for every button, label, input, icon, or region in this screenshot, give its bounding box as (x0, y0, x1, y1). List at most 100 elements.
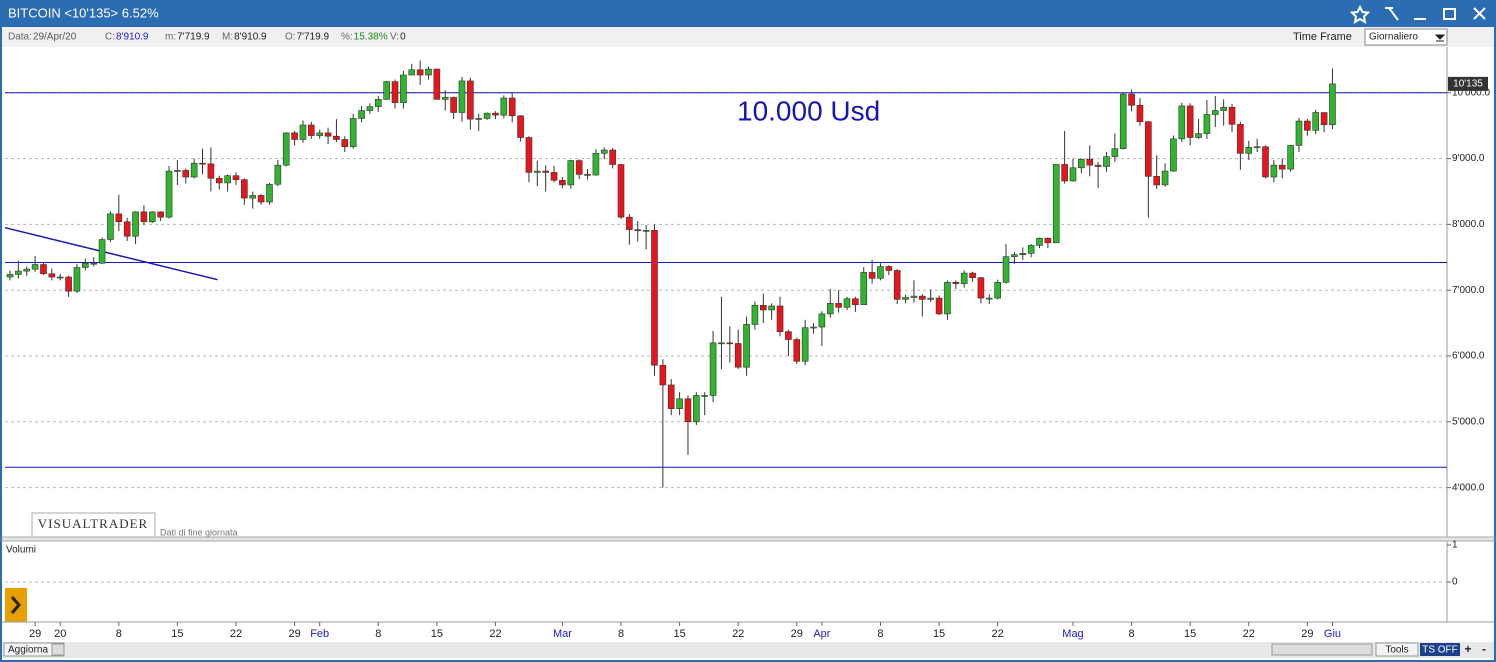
x-tick-label: 15 (673, 628, 685, 640)
y-tick-label: 1 (1452, 540, 1458, 551)
candle-body (190, 162, 198, 178)
candle-body (65, 276, 72, 292)
candle-body (852, 298, 859, 305)
y-tick-label: 6'000.0 (1452, 351, 1485, 362)
candle-body (483, 112, 491, 119)
info-label: m: (165, 32, 176, 43)
candle-body (726, 342, 734, 345)
logo-box (31, 512, 156, 538)
candle-body (542, 170, 549, 173)
candle-body (826, 303, 834, 315)
x-tick-label: 15 (1184, 628, 1196, 640)
candle-body (458, 80, 466, 113)
candle-body (634, 229, 642, 231)
candle-body (600, 149, 608, 154)
candle-body (182, 170, 190, 178)
candle-body (910, 295, 918, 298)
timeframe-label: Time Frame (1293, 31, 1352, 43)
pane-separator (1, 536, 1495, 542)
window-title: BITCOIN <10'135> 6.52% (8, 5, 159, 20)
candle-body (416, 69, 424, 76)
candle-body (199, 162, 206, 165)
candle-body (282, 132, 290, 166)
zoom-in[interactable]: + (1464, 642, 1471, 656)
candle-body (82, 262, 89, 268)
candle-body (835, 303, 842, 308)
candle-body (1086, 158, 1094, 166)
close-button[interactable] (1473, 7, 1486, 20)
candle-body (1044, 237, 1052, 244)
annotation: 10.000 Usd (737, 95, 880, 126)
x-tick-label: 8 (1129, 628, 1135, 640)
candle-body (642, 230, 650, 232)
candle-body (123, 221, 131, 237)
candle-body (525, 137, 533, 173)
tools-button[interactable] (1375, 642, 1419, 657)
candle-body (559, 179, 566, 186)
refresh-label: Aggiorna (8, 645, 48, 656)
candle-body (885, 266, 893, 271)
candle-body (1011, 254, 1018, 257)
candle-body (1019, 253, 1027, 255)
candle-body (985, 297, 993, 300)
scroll-left[interactable] (51, 643, 65, 656)
info-items: Data: 29/Apr/20 C: 8'910.9 m: 7'719.9 M: 8'910.… (8, 32, 406, 43)
candle-body (165, 170, 173, 218)
info-label: M: (222, 32, 233, 43)
candle-body (759, 305, 767, 311)
candle-body (659, 364, 667, 386)
candle-body (550, 172, 558, 181)
y-tick-label: 9'000.0 (1452, 153, 1485, 164)
candle-body (751, 305, 759, 325)
candle-body (952, 281, 960, 284)
candle-body (793, 339, 801, 362)
candle-body (224, 175, 231, 184)
candle-body (1262, 146, 1269, 178)
candle-body (90, 262, 97, 265)
candle-body (324, 132, 332, 137)
candle-body (693, 395, 700, 423)
info-label: O: (285, 32, 296, 43)
candle-body (919, 295, 926, 300)
scroll-thumb[interactable] (1271, 643, 1373, 656)
candle-body (584, 174, 591, 176)
candle-body (366, 106, 374, 111)
volume-title: Volumi (6, 545, 36, 556)
candle-body (1153, 176, 1160, 186)
candle-body (944, 281, 951, 315)
candle-body (492, 112, 499, 116)
y-tick-label: 7'000.0 (1452, 285, 1485, 296)
candle-body (567, 160, 575, 186)
price-tag-label: 10'135 (1453, 79, 1483, 90)
candle-body (249, 195, 257, 199)
candle-body (1136, 104, 1144, 123)
candle-body (441, 97, 449, 100)
zoom-out[interactable]: - (1482, 642, 1486, 656)
info-value: 8'910.9 (116, 32, 149, 43)
expand-button[interactable] (5, 588, 27, 622)
select-arrow (1434, 34, 1446, 42)
tool-button[interactable] (1385, 7, 1399, 21)
candle-body (810, 326, 817, 329)
window-buttons[interactable] (1349, 4, 1486, 24)
maximize-button[interactable] (1443, 8, 1456, 20)
favorite-button[interactable] (1349, 4, 1371, 24)
candle-body (391, 81, 399, 103)
candle-body (31, 264, 39, 270)
x-tick-label: 22 (230, 628, 242, 640)
x-tick-label: 22 (1243, 628, 1255, 640)
candle-body (801, 327, 809, 362)
candle-body (1145, 121, 1152, 177)
candle-body (960, 272, 968, 284)
candle-body (860, 272, 868, 305)
timeframe-select[interactable] (1364, 28, 1448, 46)
info-value: 8'910.9 (234, 32, 267, 43)
y-tick-label: 5'000.0 (1452, 416, 1485, 427)
candle-body (6, 274, 14, 278)
x-tick-label: 8 (116, 628, 122, 640)
candle-body (743, 324, 750, 368)
ts-button[interactable] (1420, 643, 1460, 656)
candle-body (1253, 146, 1261, 149)
candle-body (1111, 148, 1119, 157)
